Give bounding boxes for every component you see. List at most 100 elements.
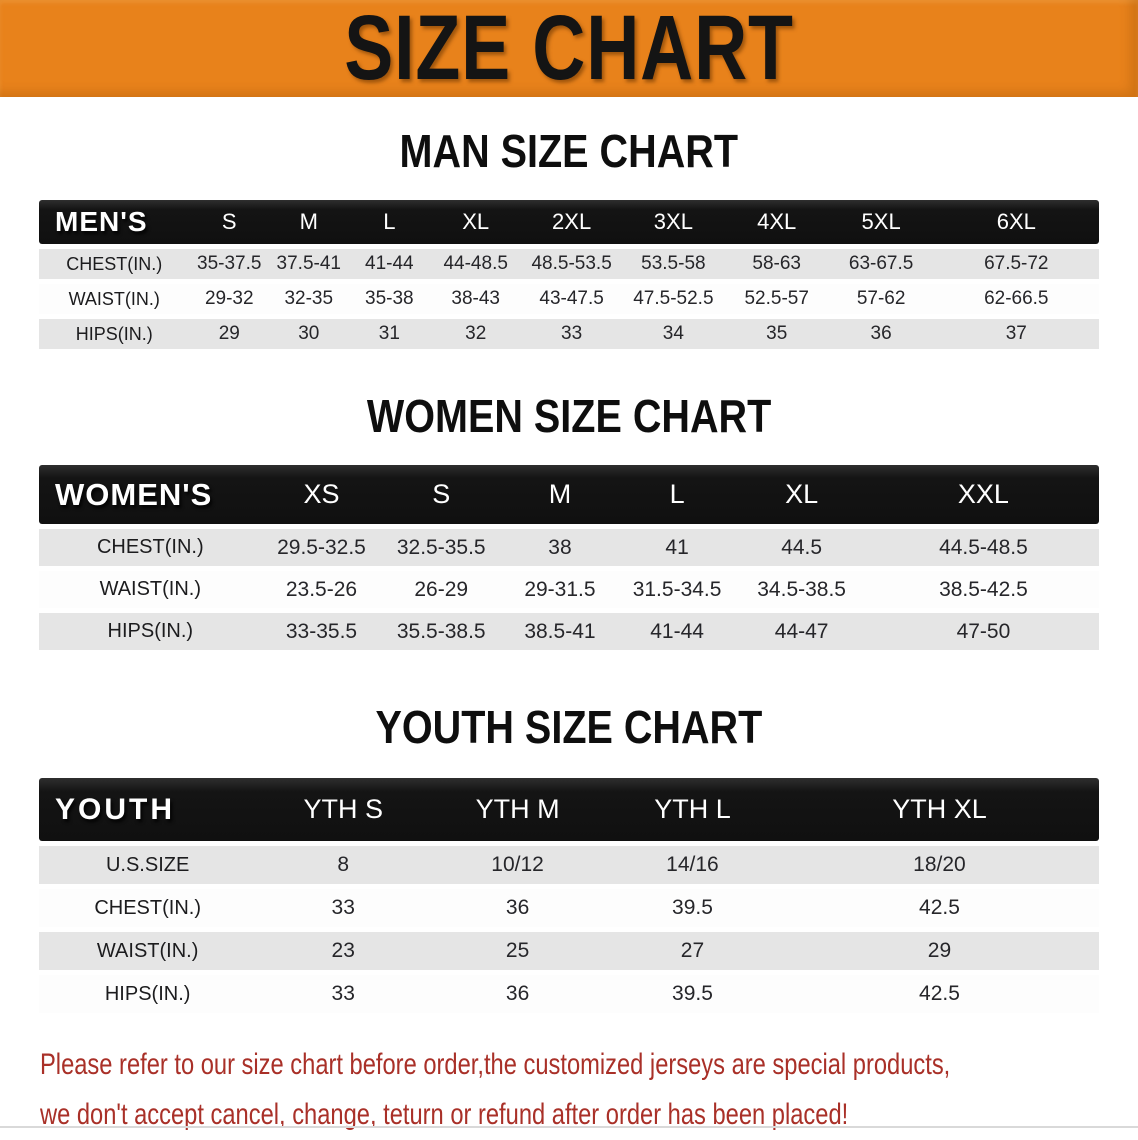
measurement-row: U.S.SIZE 8 10/12 14/16 18/20 [39, 846, 1099, 884]
measurement-value: 34 [621, 319, 725, 349]
men-size-table: MEN'S S M L XL 2XL 3XL 4XL 5XL 6XL CHEST(IN.) 35-37… [39, 195, 1099, 354]
measurement-value: 37 [933, 319, 1099, 349]
measurement-value: 38 [501, 529, 619, 566]
size-column-header: L [348, 200, 431, 244]
size-column-header: YTH M [430, 778, 606, 841]
measurement-value: 42.5 [779, 889, 1099, 927]
measurement-value: 36 [430, 889, 606, 927]
measurement-value: 41 [618, 529, 736, 566]
measurement-value: 53.5-58 [621, 249, 725, 279]
measurement-value: 39.5 [605, 889, 780, 927]
size-column-header: 6XL [933, 200, 1099, 244]
size-column-header: XL [735, 465, 868, 524]
measurement-row: HIPS(IN.) 29 30 31 32 33 34 35 36 37 [39, 319, 1099, 349]
women-size-section: WOMEN SIZE CHART WOMEN'S XS S M L XL XXL CHEST(… [0, 392, 1138, 655]
youth-size-section: YOUTH SIZE CHART YOUTH YTH S YTH M YTH L YTH… [0, 703, 1138, 1018]
measurement-value: 44.5 [735, 529, 868, 566]
measurement-row: HIPS(IN.) 33-35.5 35.5-38.5 38.5-41 41-44 44-… [39, 613, 1099, 650]
measurement-value: 29 [779, 932, 1099, 970]
measurement-value: 18/20 [779, 846, 1099, 884]
size-column-header: S [381, 465, 502, 524]
measurement-row: WAIST(IN.) 29-32 32-35 35-38 38-43 43-47.5 47.… [39, 284, 1099, 314]
measurement-value: 47-50 [867, 613, 1099, 650]
measurement-value: 38.5-42.5 [867, 571, 1099, 608]
measurement-value: 29 [189, 319, 270, 349]
measurement-row: CHEST(IN.) 33 36 39.5 42.5 [39, 889, 1099, 927]
measurement-value: 33-35.5 [261, 613, 382, 650]
measurement-value: 27 [605, 932, 780, 970]
measurement-value: 57-62 [828, 284, 934, 314]
notice-line-2-text: we don't accept cancel, change, teturn o… [40, 1098, 849, 1131]
size-column-header: YTH XL [779, 778, 1099, 841]
measurement-value: 32 [430, 319, 522, 349]
measurement-value: 33 [256, 889, 431, 927]
measurement-value: 44.5-48.5 [867, 529, 1099, 566]
measurement-value: 32.5-35.5 [381, 529, 502, 566]
measurement-value: 33 [256, 975, 431, 1013]
measurement-value: 33 [521, 319, 622, 349]
men-size-section: MAN SIZE CHART MEN'S S M L XL 2XL 3XL 4XL 5XL 6XL… [0, 127, 1138, 354]
notice-line-2: we don't accept cancel, change, teturn o… [40, 1090, 1118, 1140]
size-column-header: S [189, 200, 270, 244]
table-group-label: MEN'S [39, 200, 190, 244]
youth-section-heading: YOUTH SIZE CHART [0, 703, 1138, 751]
size-column-header: 5XL [828, 200, 934, 244]
table-group-label: YOUTH [39, 778, 257, 841]
measurement-value: 35.5-38.5 [381, 613, 502, 650]
size-column-header: 4XL [724, 200, 829, 244]
measurement-value: 25 [430, 932, 606, 970]
measurement-value: 34.5-38.5 [735, 571, 868, 608]
measurement-value: 30 [269, 319, 349, 349]
size-header-row: WOMEN'S XS S M L XL XXL [39, 465, 1099, 524]
measurement-value: 39.5 [605, 975, 780, 1013]
measurement-label: U.S.SIZE [39, 846, 257, 884]
bottom-divider [0, 1126, 1138, 1128]
measurement-value: 35 [724, 319, 829, 349]
measurement-value: 37.5-41 [269, 249, 349, 279]
measurement-value: 8 [256, 846, 431, 884]
measurement-value: 23 [256, 932, 431, 970]
size-column-header: 3XL [621, 200, 725, 244]
measurement-value: 29-31.5 [501, 571, 619, 608]
banner-title: SIZE CHART [344, 0, 794, 99]
measurement-value: 31.5-34.5 [618, 571, 736, 608]
table-group-label: WOMEN'S [39, 465, 262, 524]
size-column-header: 2XL [521, 200, 622, 244]
measurement-value: 42.5 [779, 975, 1099, 1013]
measurement-value: 23.5-26 [261, 571, 382, 608]
measurement-value: 38.5-41 [501, 613, 619, 650]
size-column-header: YTH L [605, 778, 780, 841]
measurement-value: 62-66.5 [933, 284, 1099, 314]
measurement-label: WAIST(IN.) [39, 571, 262, 608]
notice-line-1: Please refer to our size chart before or… [40, 1040, 1118, 1090]
measurement-label: HIPS(IN.) [39, 975, 257, 1013]
measurement-label: CHEST(IN.) [39, 889, 257, 927]
measurement-value: 31 [348, 319, 431, 349]
notice-line-1-text: Please refer to our size chart before or… [40, 1048, 951, 1081]
measurement-row: CHEST(IN.) 35-37.5 37.5-41 41-44 44-48.5 48.5… [39, 249, 1099, 279]
size-column-header: M [269, 200, 349, 244]
measurement-value: 44-48.5 [430, 249, 522, 279]
measurement-row: WAIST(IN.) 23.5-26 26-29 29-31.5 31.5-34.5 34… [39, 571, 1099, 608]
measurement-value: 43-47.5 [521, 284, 622, 314]
measurement-value: 35-38 [348, 284, 431, 314]
measurement-value: 36 [430, 975, 606, 1013]
size-column-header: YTH S [256, 778, 431, 841]
measurement-value: 41-44 [348, 249, 431, 279]
measurement-value: 41-44 [618, 613, 736, 650]
women-section-heading: WOMEN SIZE CHART [0, 392, 1138, 440]
measurement-row: HIPS(IN.) 33 36 39.5 42.5 [39, 975, 1099, 1013]
banner: SIZE CHART [0, 0, 1138, 97]
size-column-header: L [618, 465, 736, 524]
measurement-label: CHEST(IN.) [39, 249, 190, 279]
measurement-value: 38-43 [430, 284, 522, 314]
measurement-label: WAIST(IN.) [39, 284, 190, 314]
measurement-value: 47.5-52.5 [621, 284, 725, 314]
youth-section-heading-text: YOUTH SIZE CHART [375, 701, 763, 753]
size-column-header: XXL [867, 465, 1099, 524]
size-header-row: YOUTH YTH S YTH M YTH L YTH XL [39, 778, 1099, 841]
men-section-heading: MAN SIZE CHART [0, 127, 1138, 175]
order-notice: Please refer to our size chart before or… [40, 1040, 1118, 1140]
measurement-value: 36 [828, 319, 934, 349]
measurement-label: WAIST(IN.) [39, 932, 257, 970]
